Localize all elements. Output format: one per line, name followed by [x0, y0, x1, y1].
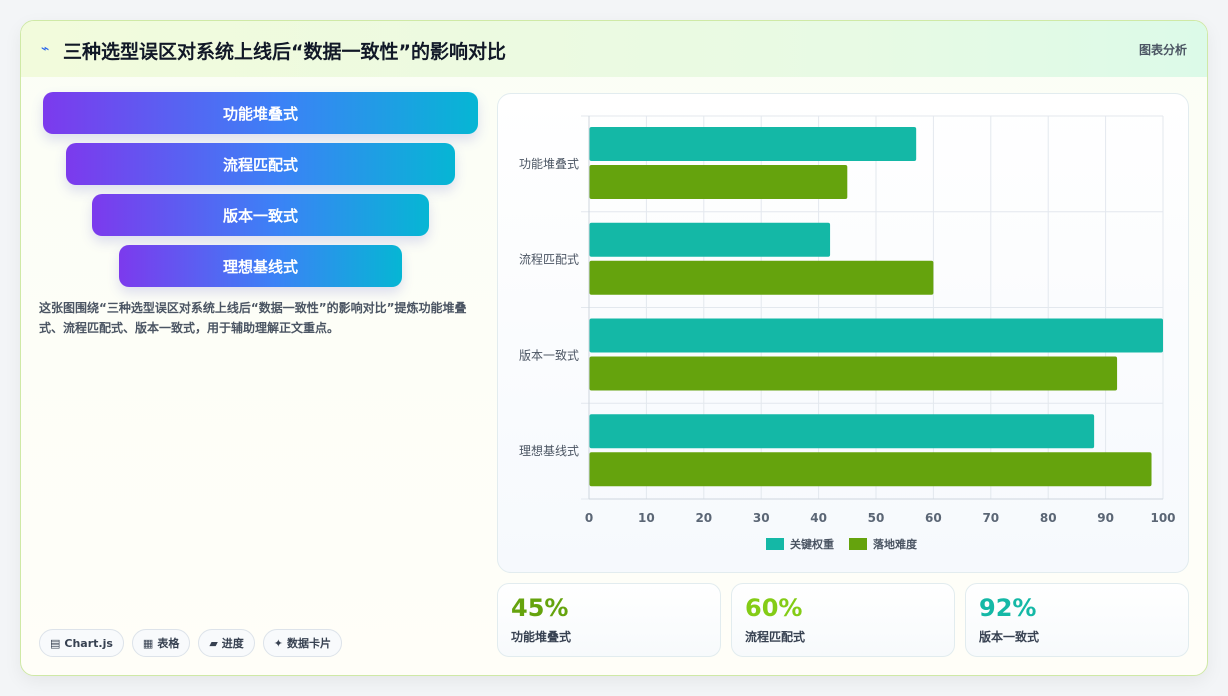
tag-list: ▤ Chart.js ▦ 表格 ▰ 进度 ✦ 数据卡片	[39, 629, 343, 657]
stat-card-2: 60% 流程匹配式	[731, 583, 955, 657]
x-tick-label: 80	[1040, 511, 1057, 525]
chart-description: 这张图围绕“三种选型误区对系统上线后“数据一致性”的影响对比”提炼功能堆叠式、流…	[39, 301, 467, 335]
tag-chartjs[interactable]: ▤ Chart.js	[39, 629, 124, 657]
category-label: 理想基线式	[519, 443, 579, 458]
tag-label: 数据卡片	[287, 637, 332, 650]
bar	[589, 318, 1163, 353]
legend-label: 关键权重	[790, 537, 834, 551]
page-title: 三种选型误区对系统上线后“数据一致性”的影响对比	[63, 41, 506, 63]
stat-label: 功能堆叠式	[511, 630, 572, 644]
x-tick-label: 0	[585, 511, 593, 525]
legend-swatch	[849, 538, 867, 550]
funnel-step-1: 功能堆叠式	[43, 92, 478, 134]
tag-label: 表格	[157, 637, 180, 650]
funnel-step-2: 流程匹配式	[66, 143, 455, 185]
table-icon: ▦	[142, 636, 154, 650]
category-label: 流程匹配式	[519, 252, 579, 267]
x-tick-label: 60	[925, 511, 942, 525]
bar	[589, 414, 1095, 449]
category-label: 版本一致式	[519, 348, 579, 362]
bar	[589, 165, 848, 199]
bar	[589, 222, 831, 257]
bar	[589, 452, 1152, 487]
x-tick-label: 70	[982, 511, 999, 525]
stat-value: 92%	[979, 594, 1037, 622]
bar	[589, 127, 917, 161]
x-tick-label: 30	[753, 511, 770, 525]
stat-value: 60%	[745, 594, 803, 622]
stat-label: 版本一致式	[979, 630, 1040, 644]
category-label: 功能堆叠式	[519, 157, 579, 171]
tag-table[interactable]: ▦ 表格	[131, 629, 191, 657]
chart-panel: 功能堆叠式流程匹配式版本一致式理想基线式 0 10 20 30 40 50 60 70 80 90 1…	[497, 93, 1189, 573]
legend-swatch	[766, 538, 784, 550]
tag-label: Chart.js	[64, 636, 113, 650]
funnel-step-3: 版本一致式	[92, 194, 429, 236]
report-card: ⌁ 三种选型误区对系统上线后“数据一致性”的影响对比 图表分析 功能堆叠式 流程…	[20, 20, 1208, 676]
header-tag: 图表分析	[1138, 43, 1187, 57]
bar	[589, 356, 1118, 391]
legend-label: 落地难度	[873, 537, 918, 551]
x-tick-label: 20	[695, 511, 712, 525]
stat-card-1: 45% 功能堆叠式	[497, 583, 721, 657]
x-tick-label: 90	[1097, 511, 1114, 525]
progress-icon: ▰	[209, 636, 218, 650]
stat-value: 45%	[511, 594, 569, 622]
x-tick-label: 50	[868, 511, 885, 525]
tag-label: 进度	[221, 637, 244, 650]
stat-label: 流程匹配式	[745, 630, 806, 644]
card-header: ⌁ 三种选型误区对系统上线后“数据一致性”的影响对比 图表分析	[21, 21, 1207, 77]
chart-icon: ▤	[50, 636, 61, 650]
sparkle-icon: ✦	[273, 636, 284, 650]
stat-card-3: 92% 版本一致式	[965, 583, 1189, 657]
bar	[589, 260, 934, 295]
tag-progress[interactable]: ▰ 进度	[198, 629, 255, 657]
x-tick-label: 40	[810, 511, 827, 525]
x-tick-label: 10	[638, 511, 655, 525]
x-tick-label: 100	[1150, 511, 1175, 525]
funnel-step-4: 理想基线式	[119, 245, 402, 287]
tag-data-card[interactable]: ✦ 数据卡片	[262, 629, 343, 657]
pulse-icon: ⌁	[41, 41, 50, 57]
